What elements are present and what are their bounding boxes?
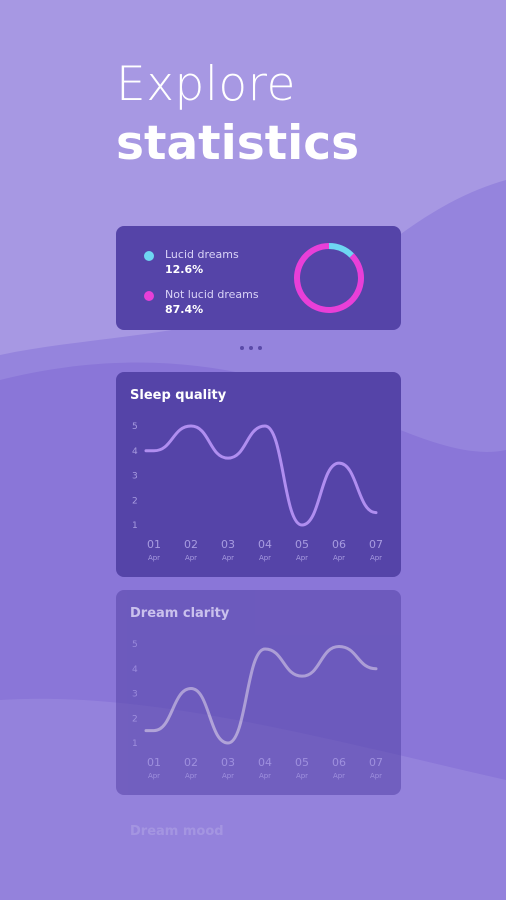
x-tick-label: 04	[258, 756, 272, 769]
y-tick-label: 5	[132, 422, 138, 432]
x-tick-sublabel: Apr	[296, 772, 308, 780]
donut-slice-not-lucid-dreams	[294, 243, 364, 313]
x-tick-sublabel: Apr	[185, 772, 197, 780]
legend-label-lucid: Lucid dreams	[165, 248, 239, 261]
sleep-quality-chart: 1 2 3 4 5 01 Apr 02 Apr 03 Apr 04 Apr 05 Apr 06 Apr 07 Apr	[132, 422, 383, 562]
headline-line2: statistics	[116, 116, 360, 171]
legend-value-lucid: 12.6%	[165, 263, 204, 276]
x-tick-sublabel: Apr	[296, 554, 308, 562]
x-tick-sublabel: Apr	[185, 554, 197, 562]
x-tick-label: 07	[369, 756, 383, 769]
x-tick-label: 06	[332, 756, 346, 769]
x-tick-label: 04	[258, 538, 272, 551]
x-tick-label: 07	[369, 538, 383, 551]
dream-clarity-card: Dream clarity 1 2 3 4 5 01 Apr 02 Apr 03 Apr 04 Apr 0…	[116, 590, 401, 795]
x-tick-label: 02	[184, 538, 198, 551]
x-tick-sublabel: Apr	[259, 554, 271, 562]
chart-title: Dream clarity	[130, 606, 230, 621]
donut-chart	[294, 243, 364, 313]
x-tick-sublabel: Apr	[370, 772, 382, 780]
series-line	[144, 644, 378, 745]
headline-line1: Explore	[116, 57, 296, 112]
series-line	[144, 424, 378, 527]
legend-label-not-lucid: Not lucid dreams	[165, 288, 259, 301]
y-tick-label: 3	[132, 690, 138, 700]
y-tick-label: 2	[132, 714, 138, 724]
x-tick-label: 01	[147, 756, 161, 769]
pager-dot	[258, 346, 262, 350]
sleep-quality-card: Sleep quality 1 2 3 4 5 01 Apr 02 Apr 03 Apr 04 Apr 0…	[116, 372, 401, 577]
x-tick-sublabel: Apr	[148, 554, 160, 562]
legend-item-not-lucid: Not lucid dreams 87.4%	[144, 288, 259, 317]
x-tick-sublabel: Apr	[259, 772, 271, 780]
y-tick-label: 4	[132, 447, 138, 457]
donut-slice-lucid-dreams	[328, 243, 354, 258]
y-tick-label: 1	[132, 521, 138, 531]
x-tick-label: 02	[184, 756, 198, 769]
legend-dot-not-lucid	[144, 291, 154, 301]
x-tick-label: 03	[221, 756, 235, 769]
y-tick-label: 2	[132, 496, 138, 506]
x-tick-sublabel: Apr	[370, 554, 382, 562]
chart-title: Sleep quality	[130, 388, 227, 403]
x-tick-sublabel: Apr	[148, 772, 160, 780]
x-tick-label: 03	[221, 538, 235, 551]
y-tick-label: 3	[132, 472, 138, 482]
y-tick-label: 4	[132, 665, 138, 675]
dream-mood-ghost-title: Dream mood	[130, 824, 224, 839]
x-tick-sublabel: Apr	[222, 554, 234, 562]
x-tick-sublabel: Apr	[333, 772, 345, 780]
lucid-stats-card: Lucid dreams 12.6% Not lucid dreams 87.4…	[116, 226, 401, 330]
pager-dot	[249, 346, 253, 350]
y-tick-label: 1	[132, 739, 138, 749]
headline: Explore statistics	[116, 54, 359, 172]
legend-item-lucid: Lucid dreams 12.6%	[144, 248, 239, 277]
x-tick-label: 01	[147, 538, 161, 551]
x-tick-label: 06	[332, 538, 346, 551]
dream-clarity-chart: 1 2 3 4 5 01 Apr 02 Apr 03 Apr 04 Apr 05 Apr 06 Apr 07 Apr	[132, 640, 383, 780]
x-tick-label: 05	[295, 756, 309, 769]
y-tick-label: 5	[132, 640, 138, 650]
x-tick-sublabel: Apr	[222, 772, 234, 780]
x-tick-label: 05	[295, 538, 309, 551]
legend-value-not-lucid: 87.4%	[165, 303, 204, 316]
pager-dot	[240, 346, 244, 350]
pager-dots	[240, 346, 262, 350]
legend-dot-lucid	[144, 251, 154, 261]
x-tick-sublabel: Apr	[333, 554, 345, 562]
